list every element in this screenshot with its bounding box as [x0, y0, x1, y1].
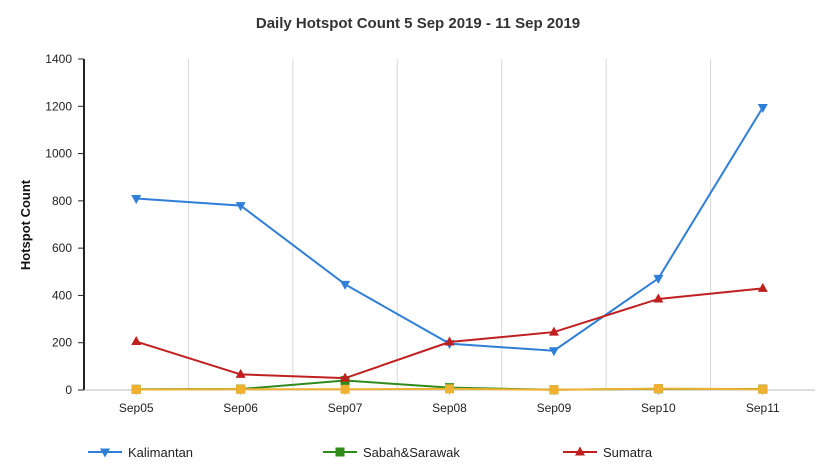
x-tick-label: Sep05: [119, 401, 154, 415]
x-tick-label: Sep10: [641, 401, 676, 415]
y-tick-label: 1200: [45, 99, 72, 113]
legend-marker: [575, 446, 585, 456]
legend-item: Sabah&Sarawak: [323, 445, 460, 460]
data-point: [131, 336, 142, 346]
grid-lines: [187, 59, 712, 390]
data-point: [131, 385, 141, 395]
legend-label: Sabah&Sarawak: [363, 445, 460, 460]
data-point: [235, 202, 246, 212]
data-point: [757, 103, 768, 113]
data-point: [548, 347, 559, 357]
data-point: [757, 282, 768, 292]
x-tick-label: Sep06: [223, 401, 258, 415]
series-line: [135, 287, 763, 380]
y-tick-label: 200: [52, 336, 72, 350]
x-tick-label: Sep09: [537, 401, 572, 415]
data-point: [549, 385, 559, 395]
data-point: [340, 372, 351, 382]
legend-marker: [100, 448, 110, 458]
series-layer: [131, 103, 768, 395]
legend-item: Kalimantan: [88, 445, 193, 460]
series-kalimantan: [131, 103, 768, 357]
data-point: [653, 384, 663, 394]
y-tick-label: 600: [52, 241, 72, 255]
y-axis-label: Hotspot Count: [18, 179, 33, 270]
chart-title: Daily Hotspot Count 5 Sep 2019 - 11 Sep …: [256, 15, 580, 32]
series-line: [136, 106, 764, 352]
legend-marker: [335, 447, 345, 457]
series-unnamed: [131, 384, 768, 395]
data-point: [340, 384, 350, 394]
legend: Kalimantan Sabah&Sarawak Sumatra: [88, 445, 653, 460]
y-tick-label: 1000: [45, 147, 72, 161]
y-tick-label: 400: [52, 288, 72, 302]
x-tick-label: Sep08: [432, 401, 467, 415]
series-sumatra: [131, 282, 768, 382]
data-point: [653, 274, 664, 284]
x-tick-label: Sep07: [328, 401, 363, 415]
data-point: [445, 384, 454, 394]
x-tick-label: Sep11: [746, 401, 780, 415]
legend-label: Sumatra: [603, 445, 653, 460]
y-tick-label: 1400: [45, 52, 72, 66]
data-point: [131, 194, 142, 204]
legend-item: Sumatra: [563, 445, 653, 460]
y-tick-label: 800: [52, 194, 72, 208]
data-point: [236, 384, 246, 394]
legend-label: Kalimantan: [128, 445, 193, 460]
data-point: [235, 368, 246, 378]
data-point: [758, 384, 768, 394]
y-tick-label: 0: [65, 383, 72, 397]
axes: 0 200 400 600 800 1000 1200 1400 Sep05 Sep06 Sep07…: [45, 52, 815, 415]
data-point: [444, 336, 455, 346]
data-point: [653, 293, 664, 303]
data-point: [548, 326, 559, 336]
data-point: [340, 280, 351, 290]
